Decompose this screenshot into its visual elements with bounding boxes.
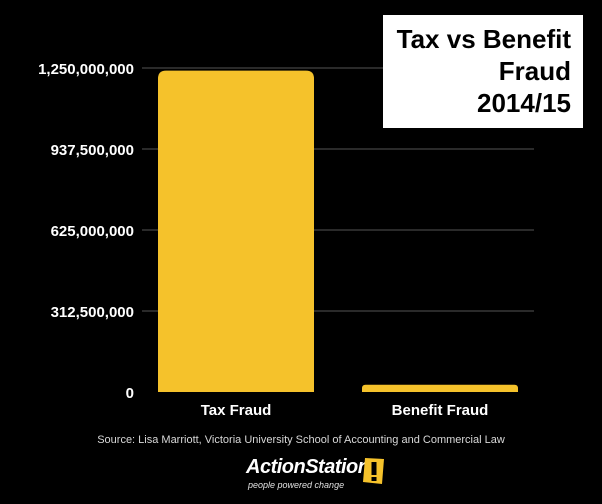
exclamation-icon [363,458,384,484]
logo-tagline: people powered change [248,480,345,490]
bar [362,384,518,392]
bar [158,70,314,392]
chart-title-box: Tax vs Benefit Fraud 2014/15 [383,15,583,128]
y-tick-label: 312,500,000 [51,304,134,321]
chart-title-line-1: Tax vs Benefit [396,24,571,54]
y-tick-label: 625,000,000 [51,223,134,240]
actionstation-logo: ActionStation people powered change [246,452,386,496]
logo-wordmark: ActionStation [246,456,370,478]
y-tick-label: 937,500,000 [51,142,134,159]
x-category-label: Benefit Fraud [392,402,489,419]
chart-title-line-2: Fraud [498,56,571,86]
source-note: Source: Lisa Marriott, Victoria Universi… [97,434,505,446]
x-category-label: Tax Fraud [201,402,272,419]
y-tick-label: 0 [126,385,134,402]
chart-title-line-3: 2014/15 [477,88,571,118]
y-tick-label: 1,250,000,000 [38,61,134,78]
